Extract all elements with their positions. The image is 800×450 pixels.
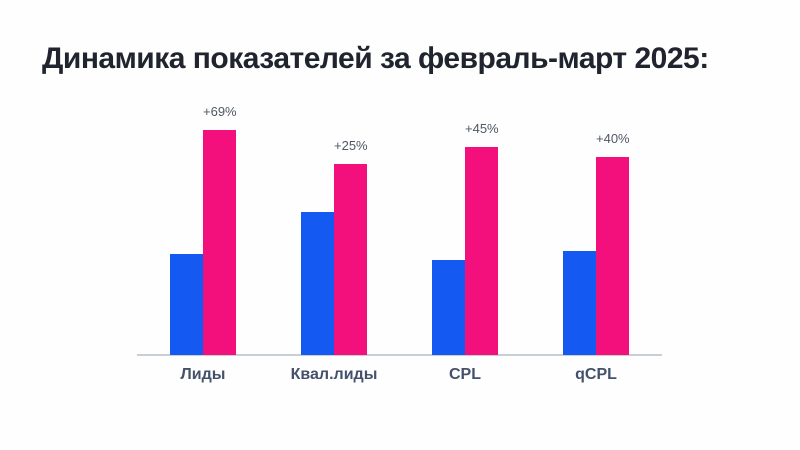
bar-group-Лиды: +69% Лиды xyxy=(170,90,237,383)
bar-group-qCPL: +40% qCPL xyxy=(563,90,630,383)
baseline-axis xyxy=(137,354,662,356)
march-bar xyxy=(203,130,236,355)
category-label: qCPL xyxy=(575,366,617,383)
category-label: CPL xyxy=(449,366,481,383)
bar-chart: +69% Лиды +25% Квал.лиды +45% CPL +40% qCPL xyxy=(137,90,662,383)
bar-group-CPL: +45% CPL xyxy=(432,90,499,383)
february-bar xyxy=(563,251,596,355)
chart-title: Динамика показателей за февраль-март 202… xyxy=(42,42,709,75)
category-label: Лиды xyxy=(180,366,226,383)
bar-group-Квал.лиды: +25% Квал.лиды xyxy=(291,90,378,383)
growth-annotation: +45% xyxy=(465,121,499,136)
growth-annotation: +40% xyxy=(596,131,630,146)
growth-annotation: +25% xyxy=(334,138,368,153)
february-bar xyxy=(301,212,334,355)
growth-annotation: +69% xyxy=(203,104,237,119)
march-bar xyxy=(465,147,498,355)
march-bar xyxy=(334,164,367,355)
february-bar xyxy=(170,254,203,355)
march-bar xyxy=(596,157,629,355)
february-bar xyxy=(432,260,465,355)
category-label: Квал.лиды xyxy=(290,366,378,383)
